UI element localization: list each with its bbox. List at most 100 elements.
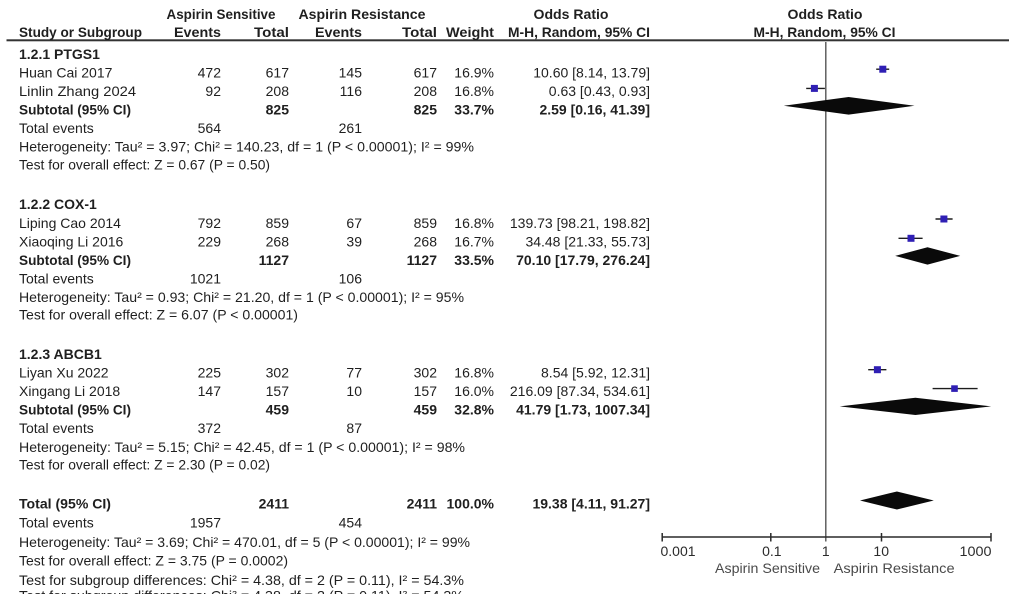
svg-text:34.48 [21.33, 55.73]: 34.48 [21.33, 55.73] bbox=[525, 234, 650, 250]
svg-text:0.1: 0.1 bbox=[762, 543, 782, 559]
svg-text:229: 229 bbox=[198, 234, 222, 250]
svg-text:825: 825 bbox=[414, 102, 438, 118]
svg-text:19.38 [4.11, 91.27]: 19.38 [4.11, 91.27] bbox=[532, 496, 650, 512]
svg-text:33.7%: 33.7% bbox=[454, 102, 494, 118]
svg-text:1.2.3 ABCB1: 1.2.3 ABCB1 bbox=[19, 346, 102, 362]
svg-text:0.001: 0.001 bbox=[661, 543, 696, 559]
svg-text:Total events: Total events bbox=[19, 270, 94, 286]
svg-text:617: 617 bbox=[266, 65, 290, 81]
svg-text:Events: Events bbox=[174, 24, 221, 40]
svg-text:Test for overall effect: Z = 2: Test for overall effect: Z = 2.30 (P = 0… bbox=[19, 457, 270, 473]
svg-text:459: 459 bbox=[266, 402, 290, 418]
svg-text:472: 472 bbox=[198, 65, 222, 81]
svg-text:106: 106 bbox=[339, 270, 363, 286]
svg-text:0.63 [0.43, 0.93]: 0.63 [0.43, 0.93] bbox=[549, 83, 650, 99]
svg-text:100.0%: 100.0% bbox=[447, 496, 495, 512]
svg-text:208: 208 bbox=[414, 83, 438, 99]
svg-text:Linlin Zhang 2024: Linlin Zhang 2024 bbox=[19, 83, 136, 99]
svg-text:2411: 2411 bbox=[407, 496, 438, 512]
svg-text:Weight: Weight bbox=[446, 24, 494, 40]
svg-text:617: 617 bbox=[414, 65, 438, 81]
svg-text:M-H, Random, 95% CI: M-H, Random, 95% CI bbox=[508, 24, 650, 40]
svg-text:268: 268 bbox=[266, 234, 290, 250]
svg-text:Total events: Total events bbox=[19, 515, 94, 531]
svg-text:372: 372 bbox=[198, 420, 222, 436]
svg-text:147: 147 bbox=[198, 383, 222, 399]
svg-text:Heterogeneity: Tau² = 3.97; Ch: Heterogeneity: Tau² = 3.97; Chi² = 140.2… bbox=[19, 139, 474, 155]
svg-text:116: 116 bbox=[340, 83, 363, 99]
svg-text:Total events: Total events bbox=[19, 420, 94, 436]
svg-text:564: 564 bbox=[198, 120, 222, 136]
svg-text:459: 459 bbox=[414, 402, 438, 418]
svg-text:302: 302 bbox=[266, 365, 290, 381]
svg-text:Study or Subgroup: Study or Subgroup bbox=[19, 24, 142, 40]
svg-text:Odds Ratio: Odds Ratio bbox=[534, 6, 609, 22]
svg-text:92: 92 bbox=[205, 83, 221, 99]
svg-text:Liping Cao 2014: Liping Cao 2014 bbox=[19, 215, 121, 231]
svg-text:139.73 [98.21, 198.82]: 139.73 [98.21, 198.82] bbox=[510, 215, 650, 231]
svg-text:16.8%: 16.8% bbox=[454, 365, 494, 381]
svg-text:Subtotal (95% CI): Subtotal (95% CI) bbox=[19, 402, 131, 418]
svg-text:302: 302 bbox=[414, 365, 438, 381]
svg-text:1: 1 bbox=[822, 543, 830, 559]
svg-text:225: 225 bbox=[198, 365, 222, 381]
svg-text:454: 454 bbox=[339, 515, 363, 531]
svg-text:2.59 [0.16, 41.39]: 2.59 [0.16, 41.39] bbox=[539, 102, 650, 118]
svg-text:Total (95% CI): Total (95% CI) bbox=[19, 496, 111, 512]
svg-text:261: 261 bbox=[339, 120, 363, 136]
svg-text:77: 77 bbox=[346, 365, 362, 381]
svg-text:87: 87 bbox=[346, 420, 362, 436]
svg-text:1021: 1021 bbox=[190, 270, 221, 286]
svg-text:16.9%: 16.9% bbox=[454, 65, 494, 81]
svg-text:Total events: Total events bbox=[19, 120, 94, 136]
svg-text:1.2.2 COX-1: 1.2.2 COX-1 bbox=[19, 196, 97, 212]
svg-text:208: 208 bbox=[266, 83, 290, 99]
svg-text:Total: Total bbox=[402, 24, 437, 40]
svg-text:Aspirin Resistance: Aspirin Resistance bbox=[299, 6, 426, 22]
svg-text:Heterogeneity: Tau² = 3.69; Ch: Heterogeneity: Tau² = 3.69; Chi² = 470.0… bbox=[19, 534, 470, 550]
svg-text:Xiaoqing Li 2016: Xiaoqing Li 2016 bbox=[19, 234, 124, 250]
svg-text:16.0%: 16.0% bbox=[454, 383, 494, 399]
svg-text:Test for overall effect: Z = 6: Test for overall effect: Z = 6.07 (P < 0… bbox=[19, 307, 298, 323]
svg-text:1957: 1957 bbox=[190, 515, 221, 531]
svg-text:39: 39 bbox=[346, 234, 362, 250]
svg-text:157: 157 bbox=[266, 383, 290, 399]
svg-text:1127: 1127 bbox=[259, 252, 290, 268]
svg-text:70.10 [17.79, 276.24]: 70.10 [17.79, 276.24] bbox=[516, 252, 650, 268]
svg-text:859: 859 bbox=[414, 215, 438, 231]
svg-text:157: 157 bbox=[414, 383, 438, 399]
svg-text:1.2.1 PTGS1: 1.2.1 PTGS1 bbox=[19, 46, 100, 62]
svg-text:825: 825 bbox=[266, 102, 290, 118]
svg-text:33.5%: 33.5% bbox=[454, 252, 494, 268]
svg-text:Events: Events bbox=[315, 24, 362, 40]
svg-text:32.8%: 32.8% bbox=[454, 402, 494, 418]
svg-text:268: 268 bbox=[414, 234, 438, 250]
svg-text:Aspirin Sensitive: Aspirin Sensitive bbox=[715, 560, 820, 576]
svg-text:67: 67 bbox=[346, 215, 362, 231]
svg-text:216.09 [87.34, 534.61]: 216.09 [87.34, 534.61] bbox=[510, 383, 650, 399]
svg-text:Odds Ratio: Odds Ratio bbox=[788, 6, 863, 22]
svg-text:Test for subgroup differences:: Test for subgroup differences: Chi² = 4.… bbox=[19, 572, 464, 588]
svg-text:Aspirin Resistance: Aspirin Resistance bbox=[834, 560, 955, 576]
svg-text:1000: 1000 bbox=[960, 543, 992, 559]
svg-text:10: 10 bbox=[873, 543, 889, 559]
svg-text:16.8%: 16.8% bbox=[454, 83, 494, 99]
svg-text:Subtotal (95% CI): Subtotal (95% CI) bbox=[19, 102, 131, 118]
svg-text:792: 792 bbox=[198, 215, 222, 231]
svg-text:8.54 [5.92, 12.31]: 8.54 [5.92, 12.31] bbox=[541, 365, 650, 381]
svg-text:Subtotal (95% CI): Subtotal (95% CI) bbox=[19, 252, 131, 268]
svg-text:Test for subgroup differences:: Test for subgroup differences: Chi² = 4.… bbox=[19, 587, 464, 594]
svg-text:859: 859 bbox=[266, 215, 290, 231]
svg-text:Heterogeneity: Tau² = 5.15; Ch: Heterogeneity: Tau² = 5.15; Chi² = 42.45… bbox=[19, 439, 465, 455]
svg-text:10: 10 bbox=[346, 383, 362, 399]
svg-text:16.8%: 16.8% bbox=[454, 215, 494, 231]
svg-text:1127: 1127 bbox=[407, 252, 438, 268]
svg-text:M-H, Random, 95% CI: M-H, Random, 95% CI bbox=[754, 24, 896, 40]
svg-text:Liyan Xu 2022: Liyan Xu 2022 bbox=[19, 365, 109, 381]
svg-text:Huan Cai 2017: Huan Cai 2017 bbox=[19, 65, 113, 81]
svg-text:41.79 [1.73, 1007.34]: 41.79 [1.73, 1007.34] bbox=[516, 402, 650, 418]
svg-text:2411: 2411 bbox=[259, 496, 290, 512]
svg-text:Xingang Li 2018: Xingang Li 2018 bbox=[19, 383, 120, 399]
svg-text:Heterogeneity: Tau² = 0.93; Ch: Heterogeneity: Tau² = 0.93; Chi² = 21.20… bbox=[19, 289, 464, 305]
svg-text:10.60 [8.14, 13.79]: 10.60 [8.14, 13.79] bbox=[533, 65, 650, 81]
